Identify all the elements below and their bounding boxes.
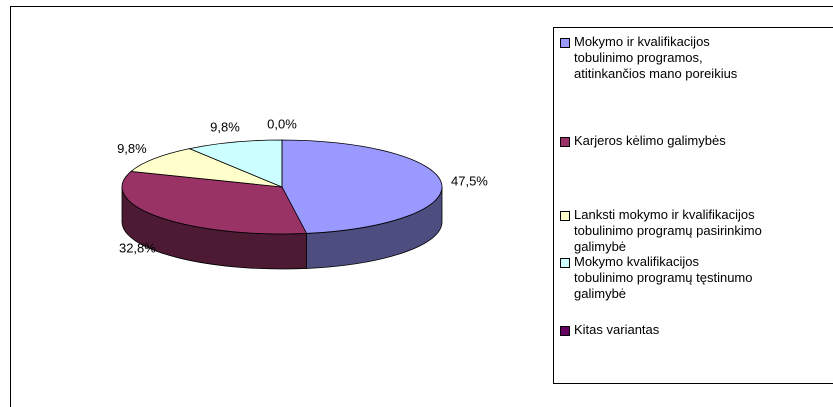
slice: [188, 139, 283, 188]
legend-label: Mokymo kvalifikacijos tobulinimo program…: [574, 254, 753, 301]
data-label: 9,8%: [210, 119, 240, 134]
slice: [121, 170, 308, 235]
legend-swatch: [560, 326, 570, 336]
legend-label: Karjeros kėlimo galimybės: [574, 133, 726, 148]
slice: [281, 139, 443, 234]
legend-swatch: [560, 137, 570, 147]
legend-swatch: [560, 38, 570, 48]
chart-frame: [10, 6, 833, 407]
data-label: 9,8%: [117, 141, 147, 156]
legend-label: Mokymo ir kvalifikacijos tobulinimo prog…: [574, 34, 738, 81]
legend: Mokymo ir kvalifikacijos tobulinimo prog…: [553, 27, 833, 384]
slice: [130, 148, 283, 188]
data-label: 47,5%: [451, 174, 488, 189]
data-label: 32,8%: [119, 240, 156, 255]
legend-swatch: [560, 211, 570, 221]
data-label: 0,0%: [267, 116, 297, 131]
legend-label: Kitas variantas: [574, 322, 660, 337]
legend-label: Lanksti mokymo ir kvalifikacijos tobulin…: [574, 207, 762, 254]
legend-swatch: [560, 258, 570, 268]
chart: 47,5% 32,8% 9,8% 9,8% 0,0%: [117, 116, 488, 270]
